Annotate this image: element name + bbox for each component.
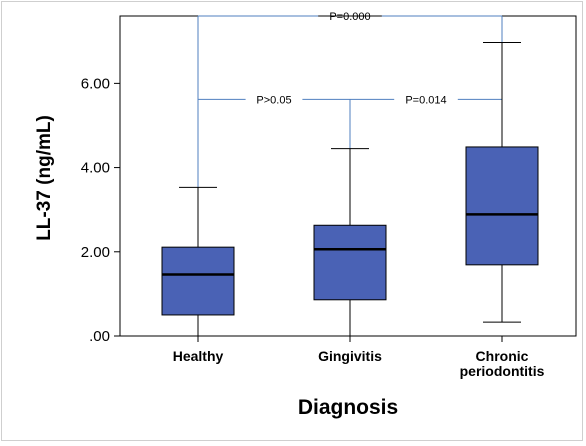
iqr-box: [465, 146, 539, 266]
significance-annotations: P=0.000 P>0.05 P=0.014: [197, 11, 503, 188]
boxes: [161, 42, 539, 337]
iqr-box: [161, 246, 235, 316]
annotation-label: P=0.000: [329, 11, 370, 23]
x-category-label: Gingivitis: [318, 348, 382, 364]
chart-frame: .00 2.00 4.00 6.00 Healthy Gingivitis Chronic p…: [1, 1, 583, 441]
y-tick-label: 4.00: [81, 160, 110, 177]
y-tick-label: 6.00: [81, 75, 110, 92]
axis-labels: LL-37 (ng/mL) Diagnosis: [34, 115, 398, 419]
annotation-label: P>0.05: [256, 94, 291, 106]
x-category-label: periodontitis: [460, 363, 545, 379]
iqr-box: [313, 224, 387, 301]
annotation-label: P=0.014: [405, 94, 446, 106]
y-tick-label: 2.00: [81, 244, 110, 261]
x-axis-title: Diagnosis: [298, 396, 398, 419]
y-tick-label: .00: [89, 328, 110, 345]
x-category-label: Healthy: [173, 348, 224, 364]
x-category-label: Chronic: [476, 348, 529, 364]
y-axis-title: LL-37 (ng/mL): [34, 115, 55, 241]
